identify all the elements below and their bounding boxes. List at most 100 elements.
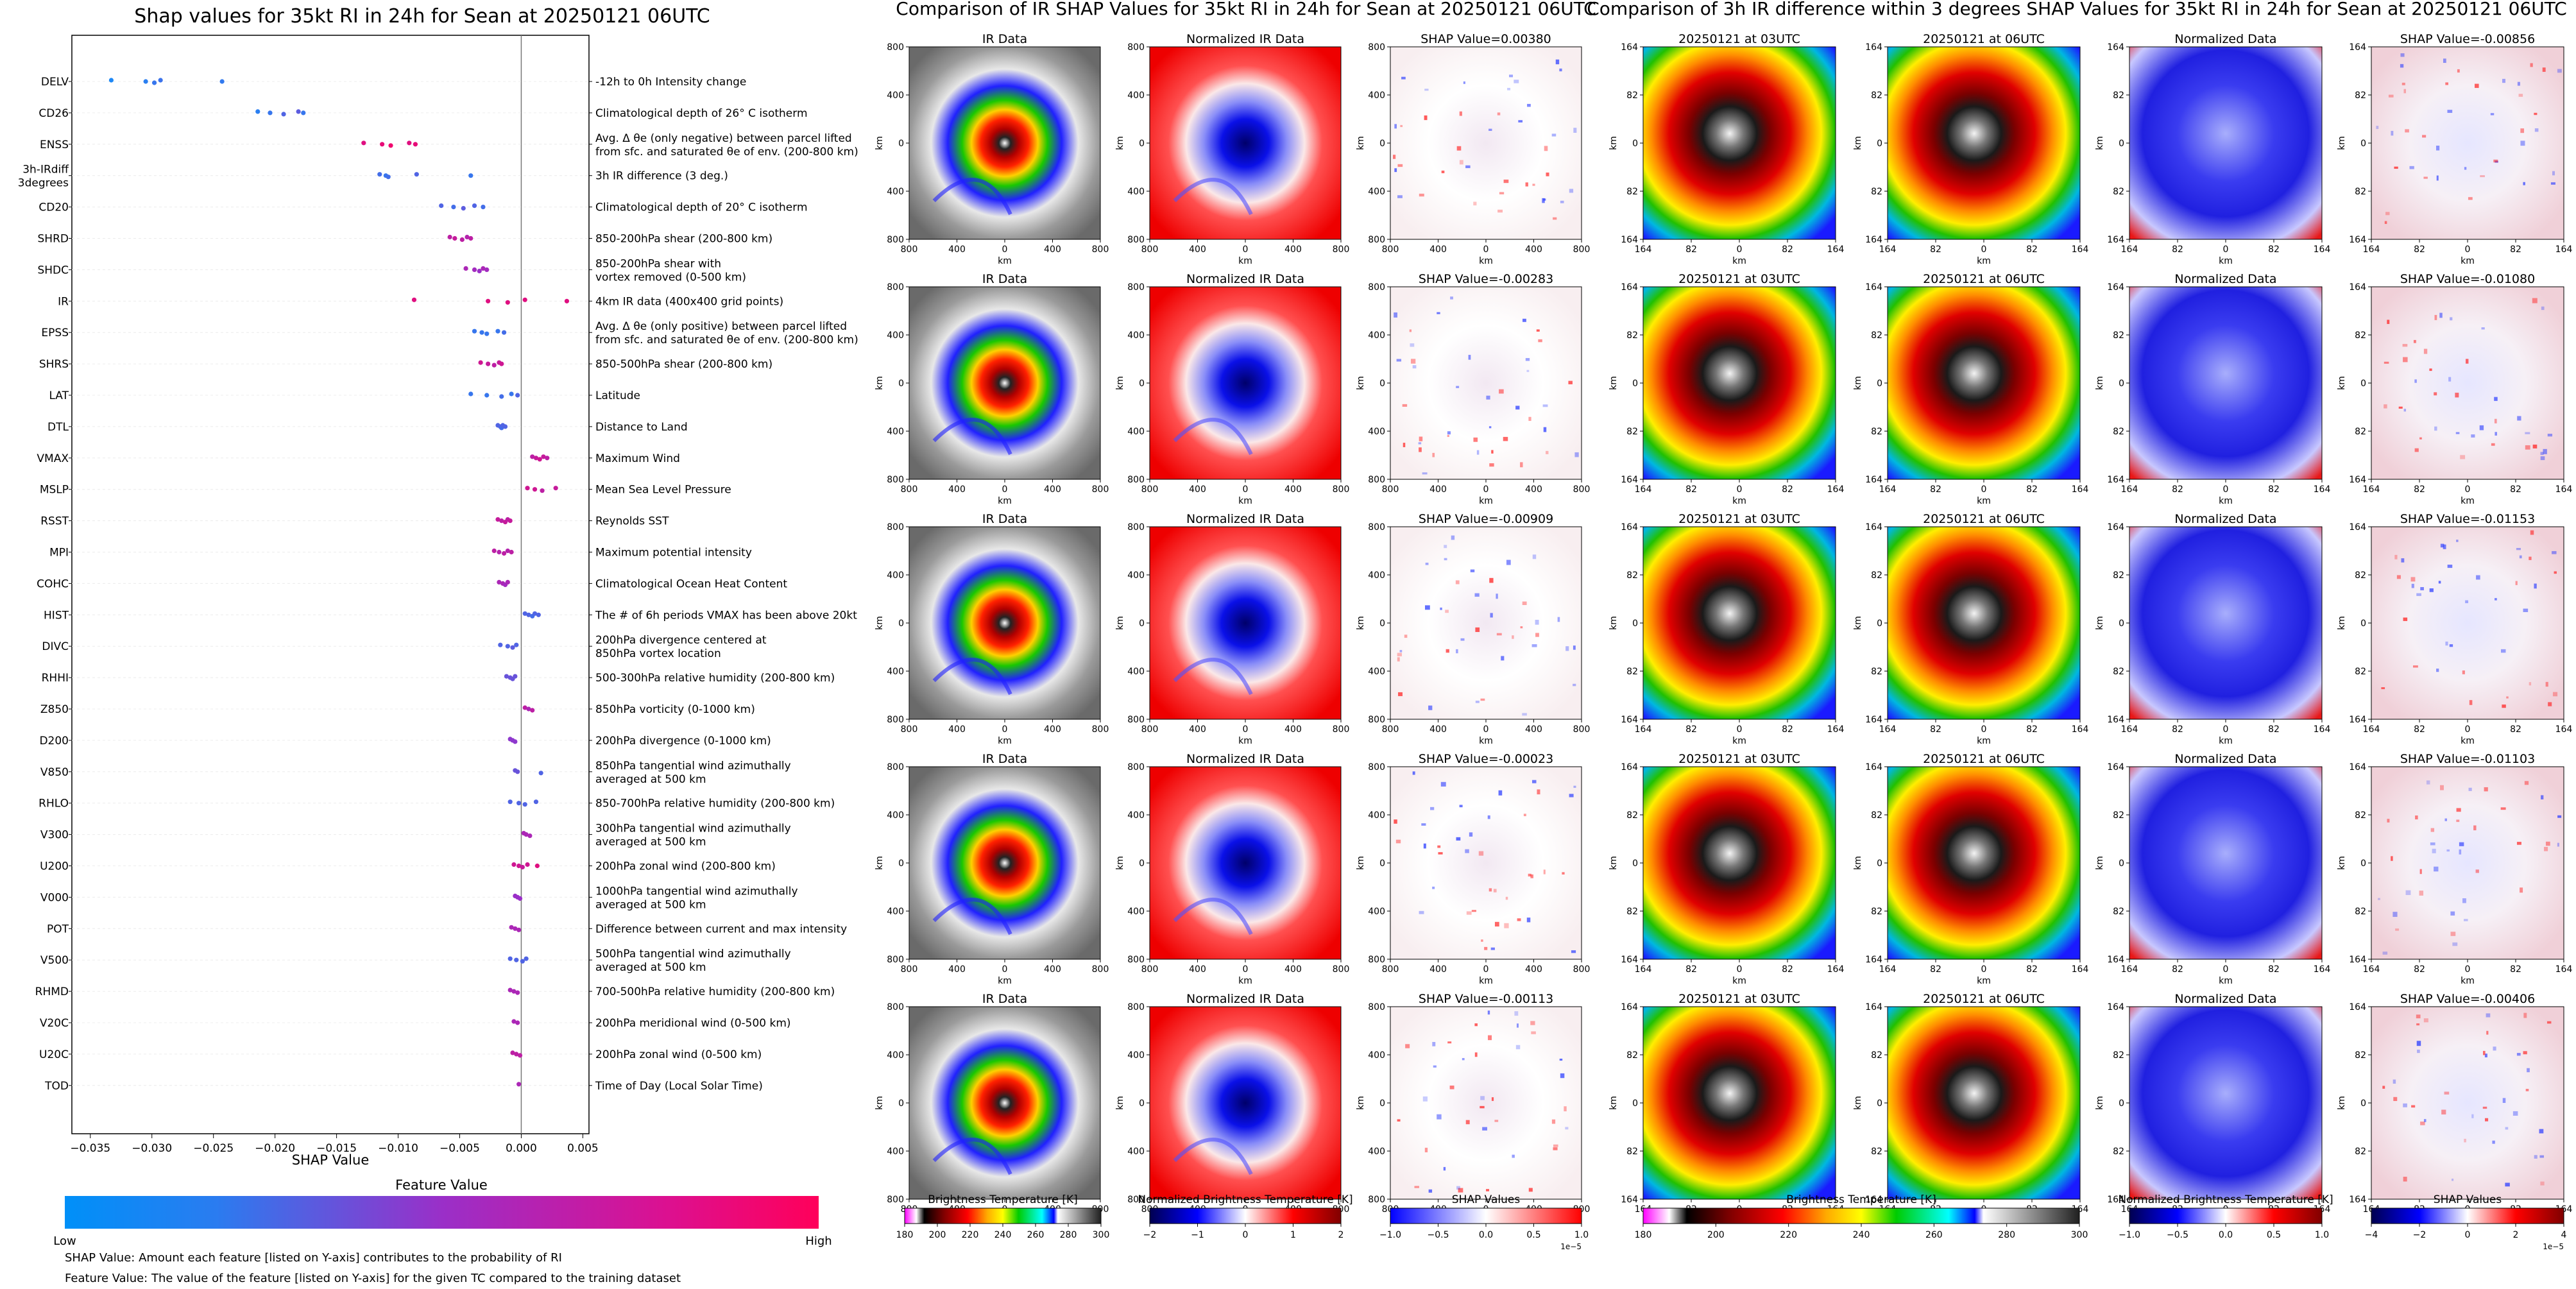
shap-speck [1475,701,1480,703]
y-tick-label: 164 [2349,955,2366,965]
panel-title: 20250121 at 06UTC [1923,32,2045,46]
x-tick-label: 800 [1092,964,1109,975]
shap-speck [1474,1023,1478,1027]
y-axis-label: km [1115,136,1125,150]
y-tick-label: 82 [2113,810,2124,821]
x-tick-label: 400 [1525,724,1542,735]
bottom-colorbars: Brightness Temperature [K]180 200 220 240 26… [896,1193,2567,1251]
shap-speck [2515,581,2518,585]
shap-speck [1482,1127,1487,1131]
y-tick-label: 800 [887,1195,904,1205]
panel-image [908,1006,1101,1200]
shap-speck [2469,700,2473,705]
x-tick-label: 0 [2223,484,2229,495]
x-axis-label: km [2461,976,2475,986]
shap-speck [1430,807,1435,810]
panel-image [1887,286,2081,480]
shap-speck [2439,312,2443,318]
y-axis-label: km [1608,376,1619,390]
y-tick-label: 164 [2107,955,2124,965]
x-tick-label: 164 [2363,244,2380,255]
feature-desc-label: 850-500hPa shear (200-800 km) [595,358,772,371]
y-axis-label: km [874,616,885,630]
shap-speck [1569,189,1574,193]
shap-point [505,644,510,649]
x-tick-label: 82 [2268,244,2280,255]
x-tick-label: 82 [2172,484,2183,495]
x-tick-label: 0 [2223,964,2229,975]
x-tick-label: 800 [1141,244,1159,255]
y-tick-label: 400 [887,570,904,581]
shap-speck [1501,656,1505,661]
y-tick-label: 400 [1368,330,1385,341]
panel-title: SHAP Value=0.00380 [1420,32,1551,46]
x-tick-label: 800 [1382,724,1399,735]
x-axis-label: km [1732,736,1746,746]
feature-desc-label: 3h IR difference (3 deg.) [595,170,728,183]
feature-desc-label: 850-700hPa relative humidity (200-800 km… [595,798,835,810]
shap-speck [2529,556,2532,560]
y-tick-label: 800 [1368,475,1385,485]
shap-point [380,142,385,147]
rainband-mark [932,178,1012,216]
shap-speck [1449,1085,1454,1089]
x-tick-label: 82 [2414,724,2425,735]
feature-code-label: VMAX [37,452,69,465]
shap-speck [1459,160,1463,165]
shap-speck [2440,785,2444,790]
shap-speck [2462,670,2465,674]
shap-point [517,1053,523,1058]
y-tick-label: 82 [1626,1050,1638,1061]
shap-speck [1441,170,1445,173]
shap-point [564,298,570,303]
shap-speck [1528,873,1531,877]
shap-speck [1465,1120,1470,1125]
y-tick-label: 164 [1865,762,1882,773]
x-axis-label: km [2219,256,2233,266]
shap-speck [1530,1021,1535,1025]
y-tick-label: 164 [1621,955,1638,965]
y-tick-label: 82 [1626,570,1638,581]
shap-speck [1465,849,1469,853]
y-tick-label: 164 [1865,475,1882,485]
shap-point [439,203,444,209]
shap-speck [1569,794,1574,798]
rainband-mark [932,418,1012,456]
feature-desc-label: Difference between current and max inten… [595,923,847,935]
shap-point [486,298,491,303]
shap-point [499,518,504,524]
x-tick-label: 164 [2363,964,2380,975]
shap-speck [1471,910,1476,912]
y-tick-label: 400 [1127,427,1145,437]
shap-speck [2411,583,2414,588]
y-axis-label: km [1853,136,1863,150]
colorbar-low-label: Low [53,1234,76,1248]
y-tick-label: 82 [1626,810,1638,821]
y-tick-label: 164 [1865,955,1882,965]
shap-point [509,549,514,555]
x-tick-label: 164 [2555,964,2573,975]
shap-speck [1419,193,1424,197]
shap-speck [1557,617,1560,622]
y-tick-label: 82 [1626,187,1638,197]
shap-speck [2520,141,2525,146]
shap-speck [1397,1119,1401,1122]
shap-point [281,112,286,117]
y-tick-label: 800 [1368,282,1385,293]
shap-speck [2411,1105,2416,1108]
x-axis-label: km [1732,256,1746,266]
feature-code-label: MSLP [40,484,69,497]
feature-desc-label: Avg. Δ θe (only negative) between parcel… [595,132,858,158]
shap-speck [2456,819,2460,823]
x-tick-label: 400 [1284,724,1302,735]
shap-point [509,925,514,930]
shap-point [537,457,542,462]
y-tick-label: 400 [887,330,904,341]
shap-speck [2382,1086,2385,1089]
y-tick-label: 400 [1127,667,1145,677]
shap-speck [1447,1041,1452,1044]
